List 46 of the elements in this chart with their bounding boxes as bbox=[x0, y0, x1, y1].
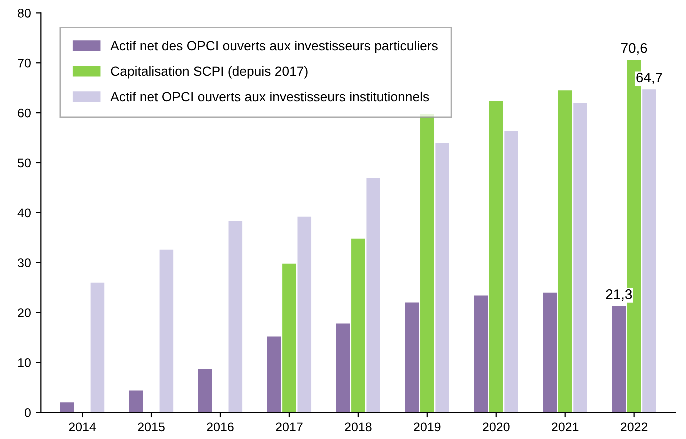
bar bbox=[474, 296, 488, 413]
bar bbox=[129, 390, 144, 413]
bar bbox=[612, 306, 626, 413]
x-tick-label: 2016 bbox=[207, 422, 234, 432]
y-tick-label: 0 bbox=[24, 408, 31, 418]
bar bbox=[405, 302, 420, 413]
y-tick-label: 70 bbox=[18, 58, 31, 68]
legend-label: Capitalisation SCPI (depuis 2017) bbox=[111, 66, 308, 79]
bar bbox=[228, 221, 243, 413]
y-tick-label: 60 bbox=[18, 108, 31, 118]
y-tick-label: 50 bbox=[18, 158, 31, 168]
x-tick-label: 2019 bbox=[414, 422, 441, 432]
x-tick-label: 2020 bbox=[483, 422, 510, 432]
bar bbox=[436, 143, 450, 413]
bar bbox=[298, 216, 312, 413]
bar bbox=[60, 402, 74, 413]
data-label: 70,6 bbox=[622, 43, 648, 55]
bar bbox=[543, 292, 558, 413]
y-tick-label: 40 bbox=[18, 208, 31, 218]
data-label: 21,3 bbox=[606, 290, 632, 302]
legend-label: Actif net OPCI ouverts aux investisseurs institutionnels bbox=[110, 92, 430, 102]
bar bbox=[267, 336, 282, 413]
x-tick-label: 2014 bbox=[69, 422, 96, 432]
y-tick-label: 10 bbox=[18, 358, 31, 368]
y-tick-label: 30 bbox=[18, 258, 31, 268]
x-tick-label: 2017 bbox=[276, 422, 303, 432]
bar bbox=[366, 178, 381, 413]
legend-label: Actif net des OPCI ouverts aux investisseurs particuliers bbox=[110, 40, 438, 54]
bar bbox=[90, 282, 105, 413]
bar bbox=[336, 324, 350, 413]
bar bbox=[282, 264, 296, 413]
x-tick-label: 2021 bbox=[552, 422, 579, 432]
x-tick-label: 2018 bbox=[345, 422, 372, 432]
bar bbox=[160, 250, 174, 413]
bar bbox=[558, 90, 572, 413]
bar bbox=[574, 103, 588, 413]
x-tick-label: 2015 bbox=[138, 422, 165, 432]
y-tick-label: 20 bbox=[18, 308, 31, 318]
data-label: 64,7 bbox=[636, 72, 662, 84]
y-tick-label: 80 bbox=[18, 8, 31, 18]
x-tick-label: 2022 bbox=[621, 422, 648, 432]
bar bbox=[352, 238, 366, 413]
bar bbox=[198, 369, 212, 413]
bar bbox=[489, 102, 504, 413]
bar bbox=[642, 90, 656, 413]
bar bbox=[504, 132, 518, 413]
